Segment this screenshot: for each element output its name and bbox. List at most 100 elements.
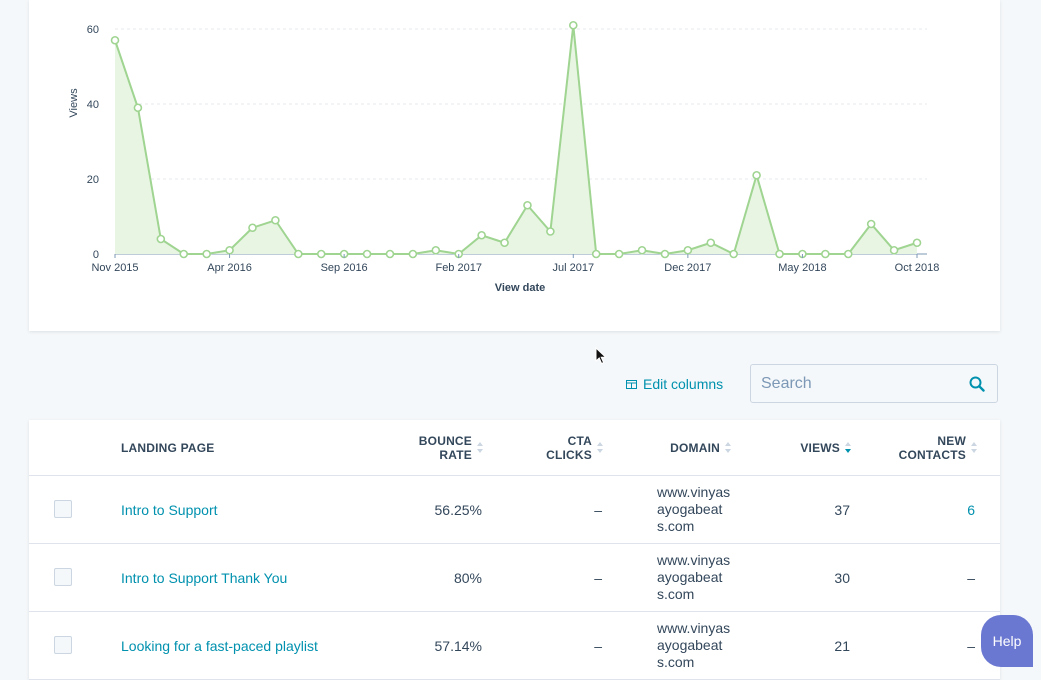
- sort-arrows-icon[interactable]: [971, 441, 978, 455]
- data-point: [271, 215, 280, 225]
- column-header-landing-page[interactable]: LANDING PAGE: [121, 420, 215, 476]
- x-tick-label: Nov 2015: [91, 262, 138, 274]
- data-point: [729, 249, 738, 259]
- edit-columns-button[interactable]: Edit columns: [626, 374, 723, 394]
- y-axis-label: Views: [68, 88, 80, 118]
- data-point: [706, 238, 716, 248]
- edit-columns-label: Edit columns: [643, 376, 724, 392]
- domain-value: www.vinyasayogabeats.com: [657, 484, 731, 534]
- table-row: Looking for a fast-paced playlist 57.14%…: [29, 612, 1000, 680]
- row-checkbox[interactable]: [54, 568, 72, 586]
- views-area-chart: 0 20 40 60 Nov 2015 Apr 2016 Sep 2016 Feb 2017 J…: [68, 20, 940, 294]
- column-header-label: LANDING PAGE: [121, 441, 215, 455]
- data-point: [408, 249, 418, 259]
- column-header-label: VIEWS: [800, 441, 840, 455]
- data-point: [821, 249, 830, 259]
- y-tick-label: 60: [87, 24, 99, 36]
- column-header-label: DOMAIN: [670, 441, 720, 455]
- data-point: [568, 20, 578, 30]
- views-value: 30: [834, 569, 850, 586]
- column-header-label: CONTACTS: [898, 448, 966, 462]
- magnifier-icon[interactable]: [969, 376, 985, 397]
- search-box: [750, 364, 998, 403]
- bounce-rate-value: 57.14%: [434, 637, 482, 654]
- data-point: [637, 245, 647, 255]
- sort-descending-icon[interactable]: [845, 441, 852, 455]
- series-line: [114, 25, 918, 256]
- landing-page-link[interactable]: Intro to Support Thank You: [121, 569, 288, 586]
- sort-arrows-icon[interactable]: [597, 441, 604, 455]
- data-point: [500, 238, 509, 248]
- help-label: Help: [992, 633, 1022, 649]
- data-point: [546, 227, 555, 236]
- x-tick-label: Dec 2017: [664, 262, 711, 274]
- data-point: [752, 170, 761, 180]
- landing-page-link[interactable]: Looking for a fast-paced playlist: [121, 637, 318, 654]
- table-header: LANDING PAGE BOUNCE RATE CTA CLICKS DOMA…: [29, 420, 1000, 476]
- data-point: [362, 249, 372, 259]
- column-header-label: BOUNCE: [418, 434, 472, 448]
- landing-page-link[interactable]: Intro to Support: [121, 501, 218, 518]
- data-point: [156, 234, 166, 244]
- column-header-cta-clicks[interactable]: CTA CLICKS: [509, 420, 604, 476]
- column-header-label: RATE: [439, 448, 472, 462]
- x-tick-label: Jul 2017: [552, 262, 594, 274]
- data-point: [775, 249, 784, 259]
- data-point: [523, 200, 532, 210]
- x-tick-label: Oct 2018: [895, 262, 940, 274]
- new-contacts-value: –: [967, 569, 975, 586]
- data-point: [248, 223, 257, 233]
- data-point: [889, 245, 899, 255]
- data-point: [660, 249, 670, 259]
- row-checkbox[interactable]: [54, 500, 72, 518]
- data-point: [133, 103, 143, 113]
- column-header-domain[interactable]: DOMAIN: [629, 420, 732, 476]
- data-point: [866, 219, 876, 229]
- views-value: 37: [834, 501, 850, 518]
- area-fill: [115, 25, 917, 254]
- new-contacts-link[interactable]: 6: [967, 501, 975, 518]
- columns-icon: [626, 376, 637, 392]
- data-point: [385, 249, 395, 259]
- landing-pages-table: LANDING PAGE BOUNCE RATE CTA CLICKS DOMA…: [29, 420, 1000, 680]
- table-row: Intro to Support Thank You 80% – www.vin…: [29, 544, 1000, 612]
- column-header-views[interactable]: VIEWS: [749, 420, 852, 476]
- bounce-rate-value: 80%: [453, 569, 482, 586]
- y-tick-label: 0: [93, 249, 99, 261]
- data-point: [912, 238, 922, 248]
- column-header-label: CLICKS: [546, 448, 592, 462]
- data-point: [843, 249, 853, 259]
- x-tick-label: May 2018: [778, 262, 826, 274]
- domain-value: www.vinyasayogabeats.com: [657, 620, 731, 670]
- x-tick-label: Sep 2016: [321, 262, 368, 274]
- data-point: [477, 230, 486, 240]
- domain-value: www.vinyasayogabeats.com: [657, 552, 731, 602]
- views-value: 21: [834, 637, 850, 654]
- x-axis-label: View date: [495, 282, 546, 294]
- search-input[interactable]: [751, 365, 971, 402]
- sort-arrows-icon[interactable]: [725, 441, 732, 455]
- data-point: [294, 249, 303, 259]
- new-contacts-value: –: [967, 637, 975, 654]
- data-point: [202, 249, 211, 259]
- data-point: [614, 249, 624, 259]
- column-header-label: NEW: [937, 434, 966, 448]
- row-checkbox[interactable]: [54, 636, 72, 654]
- sort-arrows-icon[interactable]: [477, 441, 484, 455]
- x-tick-label: Feb 2017: [435, 262, 481, 274]
- y-tick-label: 40: [87, 99, 99, 111]
- column-header-label: CTA: [567, 434, 592, 448]
- x-tick-label: Apr 2016: [207, 262, 252, 274]
- data-point: [683, 245, 693, 255]
- bounce-rate-value: 56.25%: [434, 501, 482, 518]
- data-point: [110, 35, 120, 45]
- column-header-new-contacts[interactable]: NEW CONTACTS: [869, 420, 978, 476]
- cta-clicks-value: –: [594, 569, 602, 586]
- data-point: [316, 249, 326, 259]
- data-point: [179, 249, 189, 259]
- y-tick-label: 20: [87, 174, 99, 186]
- mouse-cursor-icon: [595, 346, 607, 370]
- help-button[interactable]: Help: [981, 615, 1033, 667]
- data-point: [225, 245, 234, 255]
- column-header-bounce-rate[interactable]: BOUNCE RATE: [389, 420, 484, 476]
